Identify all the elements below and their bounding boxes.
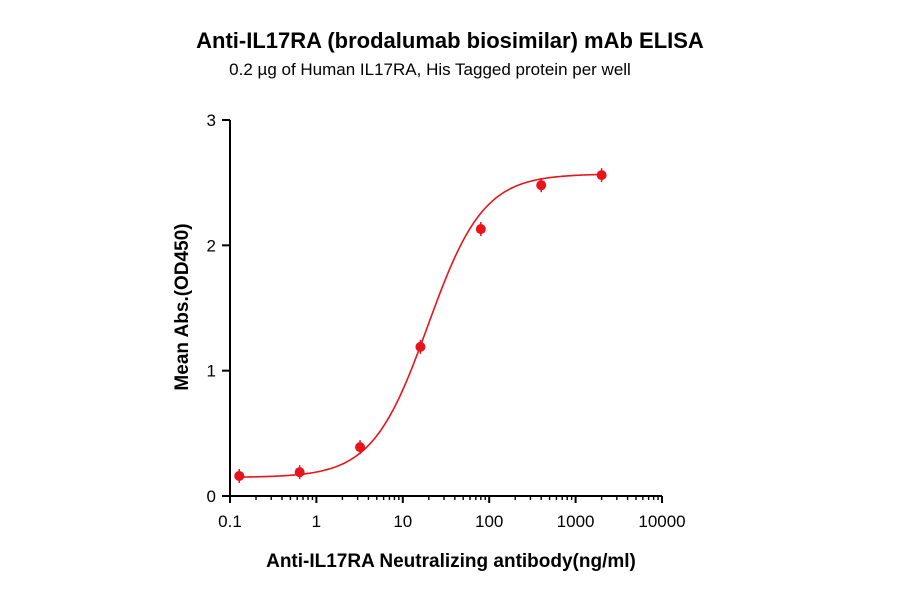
data-points	[234, 168, 607, 483]
x-tick-label: 1	[312, 512, 321, 531]
y-tick-label: 1	[207, 362, 216, 381]
y-tick-label: 3	[207, 111, 216, 130]
y-tick-label: 0	[207, 487, 216, 506]
y-tick-label: 2	[207, 236, 216, 255]
x-tick-label: 0.1	[218, 512, 242, 531]
x-tick-label: 1000	[557, 512, 595, 531]
data-point	[536, 180, 547, 191]
axes	[229, 120, 662, 497]
fit-curve	[239, 173, 602, 478]
chart-subtitle: 0.2 µg of Human IL17RA, His Tagged prote…	[229, 60, 631, 79]
x-tick-label: 100	[475, 512, 503, 531]
chart-title: Anti-IL17RA (brodalumab biosimilar) mAb …	[196, 28, 704, 53]
y-ticks: 0 1 2 3	[207, 111, 230, 506]
data-point	[596, 170, 607, 181]
data-point	[234, 470, 245, 481]
data-point	[294, 467, 305, 478]
data-point	[355, 442, 366, 453]
x-tick-label: 10	[393, 512, 412, 531]
x-ticks: 0.1 1 10 100 1000 10000	[218, 496, 686, 531]
x-axis-title: Anti-IL17RA Neutralizing antibody(ng/ml)	[266, 551, 636, 572]
y-axis-title: Mean Abs.(OD450)	[172, 223, 193, 390]
data-point	[475, 224, 486, 235]
data-point	[415, 341, 426, 352]
x-tick-label: 10000	[638, 512, 685, 531]
